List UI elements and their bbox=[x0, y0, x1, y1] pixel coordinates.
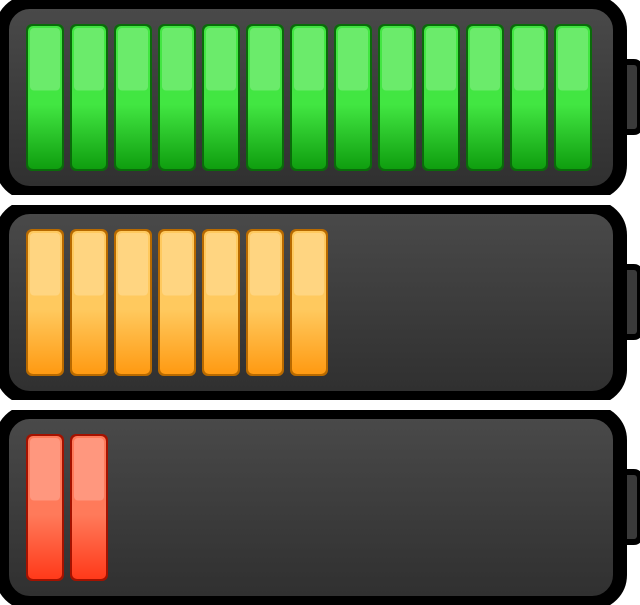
segment-highlight bbox=[338, 28, 368, 91]
segment-highlight bbox=[74, 28, 104, 91]
segment-highlight bbox=[206, 233, 236, 296]
segment-highlight bbox=[30, 438, 60, 501]
segment-highlight bbox=[294, 28, 324, 91]
battery-full bbox=[0, 0, 640, 195]
segment-highlight bbox=[294, 233, 324, 296]
segment-highlight bbox=[30, 28, 60, 91]
segment-highlight bbox=[118, 28, 148, 91]
battery-half bbox=[0, 205, 640, 400]
segment-highlight bbox=[206, 28, 236, 91]
segment-highlight bbox=[250, 233, 280, 296]
segment-highlight bbox=[162, 233, 192, 296]
segment-highlight bbox=[74, 438, 104, 501]
segment-highlight bbox=[558, 28, 588, 91]
segment-highlight bbox=[426, 28, 456, 91]
battery-infographic bbox=[0, 0, 640, 605]
segment-highlight bbox=[250, 28, 280, 91]
segment-highlight bbox=[514, 28, 544, 91]
segment-highlight bbox=[30, 233, 60, 296]
segment-highlight bbox=[74, 233, 104, 296]
segment-highlight bbox=[118, 233, 148, 296]
battery-low bbox=[0, 410, 640, 605]
segment-highlight bbox=[382, 28, 412, 91]
segment-highlight bbox=[162, 28, 192, 91]
segment-highlight bbox=[470, 28, 500, 91]
